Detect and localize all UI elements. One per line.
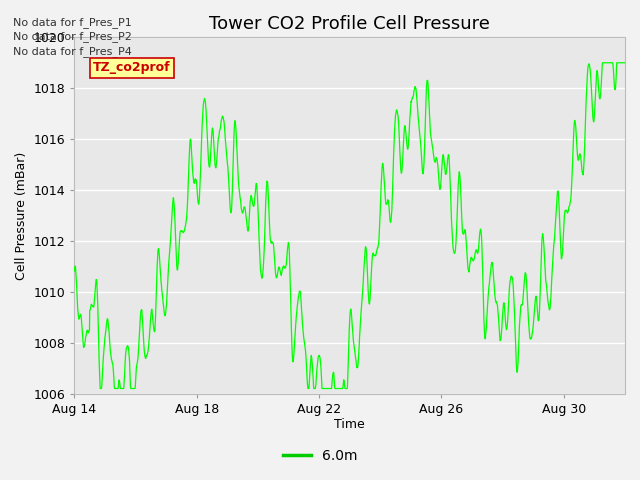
Text: No data for f_Pres_P4: No data for f_Pres_P4 (13, 46, 132, 57)
Text: TZ_co2prof: TZ_co2prof (93, 61, 170, 74)
X-axis label: Time: Time (334, 419, 365, 432)
Text: No data for f_Pres_P2: No data for f_Pres_P2 (13, 31, 132, 42)
Legend: 6.0m: 6.0m (277, 443, 363, 468)
Title: Tower CO2 Profile Cell Pressure: Tower CO2 Profile Cell Pressure (209, 15, 490, 33)
Text: No data for f_Pres_P1: No data for f_Pres_P1 (13, 17, 132, 28)
Y-axis label: Cell Pressure (mBar): Cell Pressure (mBar) (15, 151, 28, 279)
